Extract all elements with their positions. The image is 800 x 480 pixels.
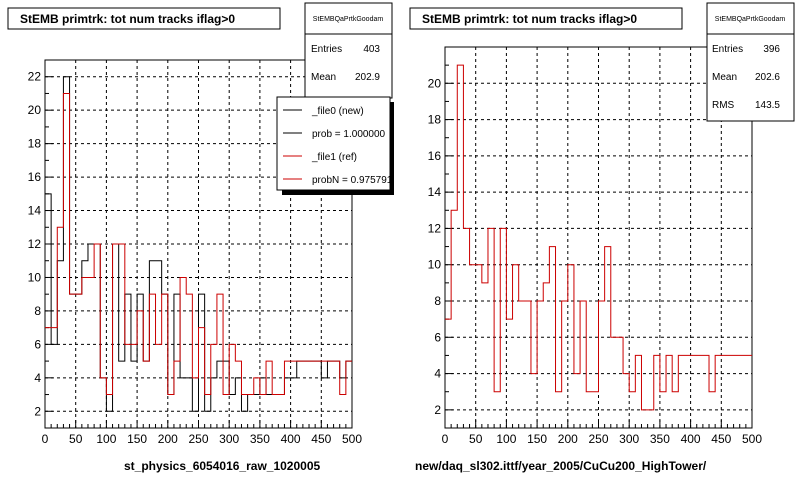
chart1-xtick-label: 200 — [158, 432, 178, 446]
chart1-xtick-label: 400 — [281, 432, 301, 446]
chart2-xtick-label: 250 — [588, 432, 608, 446]
chart1-legend: _file0 (new) prob = 1.000000 _file1 (ref… — [276, 96, 394, 195]
chart2-xtick-label: 450 — [711, 432, 731, 446]
chart1-ytick-label: 20 — [28, 103, 42, 117]
chart2-stats-box: StEMBQaPrtkGoodam Entries 396 Mean 202.6… — [706, 2, 795, 122]
chart1-title: StEMB primtrk: tot num tracks iflag>0 — [20, 12, 235, 26]
chart2-xtick-label: 200 — [558, 432, 578, 446]
chart1-ytick-label: 18 — [28, 137, 42, 151]
chart1-series-1-histogram — [45, 92, 352, 396]
chart2-xtick-label: 400 — [681, 432, 701, 446]
chart2-stats-entries-label: Entries — [712, 44, 743, 55]
chart2-xtick-label: 500 — [742, 432, 762, 446]
chart1-stats-entries-value: 403 — [363, 44, 380, 55]
chart2-ytick-label: 8 — [434, 294, 441, 308]
chart1-xtick-label: 250 — [188, 432, 208, 446]
chart2-xlabel: new/daq_sl302.ittf/year_2005/CuCu200_Hig… — [415, 459, 707, 473]
chart2-plot-area: 0 50 100 150 200 250 300 350 400 450 500 2 4 6 8 10 12 14… — [428, 46, 762, 446]
chart2-ytick-label: 10 — [428, 258, 442, 272]
chart2-stats-mean-label: Mean — [712, 72, 737, 83]
legend-label-file0: _file0 (new) — [311, 106, 364, 117]
chart2-title: StEMB primtrk: tot num tracks iflag>0 — [422, 12, 637, 26]
chart2-xtick-label: 350 — [650, 432, 670, 446]
chart1-xtick-label: 300 — [219, 432, 239, 446]
chart1-xtick-label: 100 — [96, 432, 116, 446]
chart1-ytick-label: 14 — [28, 204, 42, 218]
chart1-stats-mean-label: Mean — [311, 72, 336, 83]
chart2-xtick-label: 100 — [496, 432, 516, 446]
chart2-stats-rms-value: 143.5 — [755, 100, 780, 111]
chart1-xtick-label: 0 — [42, 432, 49, 446]
chart1-xtick-label: 150 — [127, 432, 147, 446]
chart2-ytick-label: 16 — [428, 149, 442, 163]
chart2-ytick-label: 12 — [428, 221, 442, 235]
chart2-ytick-label: 14 — [428, 185, 442, 199]
chart1-xtick-label: 50 — [69, 432, 83, 446]
chart2-ytick-label: 6 — [434, 330, 441, 344]
chart1-ytick-label: 8 — [34, 304, 41, 318]
chart1-xlabel: st_physics_6054016_raw_1020005 — [124, 459, 320, 473]
panel-1: StEMB primtrk: tot num tracks iflag>0 st… — [7, 2, 394, 473]
chart2-ytick-label: 4 — [434, 367, 441, 381]
chart1-stats-entries-label: Entries — [311, 44, 342, 55]
chart1-ytick-label: 2 — [34, 404, 41, 418]
chart1-ytick-label: 10 — [28, 270, 42, 284]
legend-label-probn: probN = 0.975791 — [312, 175, 393, 186]
chart1-stats-box: StEMBQaPrtkGoodam Entries 403 Mean 202.9 — [304, 2, 393, 99]
legend-label-file1: _file1 (ref) — [311, 152, 357, 163]
chart1-ytick-label: 4 — [34, 371, 41, 385]
chart1-xtick-label: 350 — [250, 432, 270, 446]
chart2-ytick-label: 2 — [434, 403, 441, 417]
legend-label-prob: prob = 1.000000 — [312, 129, 386, 140]
chart1-ytick-label: 6 — [34, 337, 41, 351]
chart1-xtick-label: 450 — [311, 432, 331, 446]
chart2-ytick-label: 18 — [428, 113, 442, 127]
chart1-ytick-label: 16 — [28, 170, 42, 184]
chart2-stats-entries-value: 396 — [763, 44, 780, 55]
chart1-stats-mean-value: 202.9 — [355, 72, 380, 83]
chart1-ytick-label: 22 — [28, 70, 42, 84]
chart1-title-box — [7, 7, 281, 30]
chart1-ytick-label: 12 — [28, 237, 42, 251]
chart2-xtick-label: 150 — [527, 432, 547, 446]
chart2-title-box — [409, 7, 683, 30]
chart2-series-0-histogram — [445, 64, 752, 411]
chart1-xtick-label: 500 — [342, 432, 362, 446]
chart2-xtick-label: 0 — [442, 432, 449, 446]
chart2-stats-title: StEMBQaPrtkGoodam — [715, 16, 786, 23]
chart2-xtick-label: 50 — [469, 432, 483, 446]
chart2-stats-rms-label: RMS — [712, 100, 735, 111]
chart2-xtick-label: 300 — [619, 432, 639, 446]
chart2-ytick-label: 20 — [428, 76, 442, 90]
chart2-stats-mean-value: 202.6 — [755, 72, 780, 83]
chart1-stats-title: StEMBQaPrtkGoodam — [313, 16, 384, 23]
panel-2: StEMB primtrk: tot num tracks iflag>0 ne… — [409, 2, 795, 473]
